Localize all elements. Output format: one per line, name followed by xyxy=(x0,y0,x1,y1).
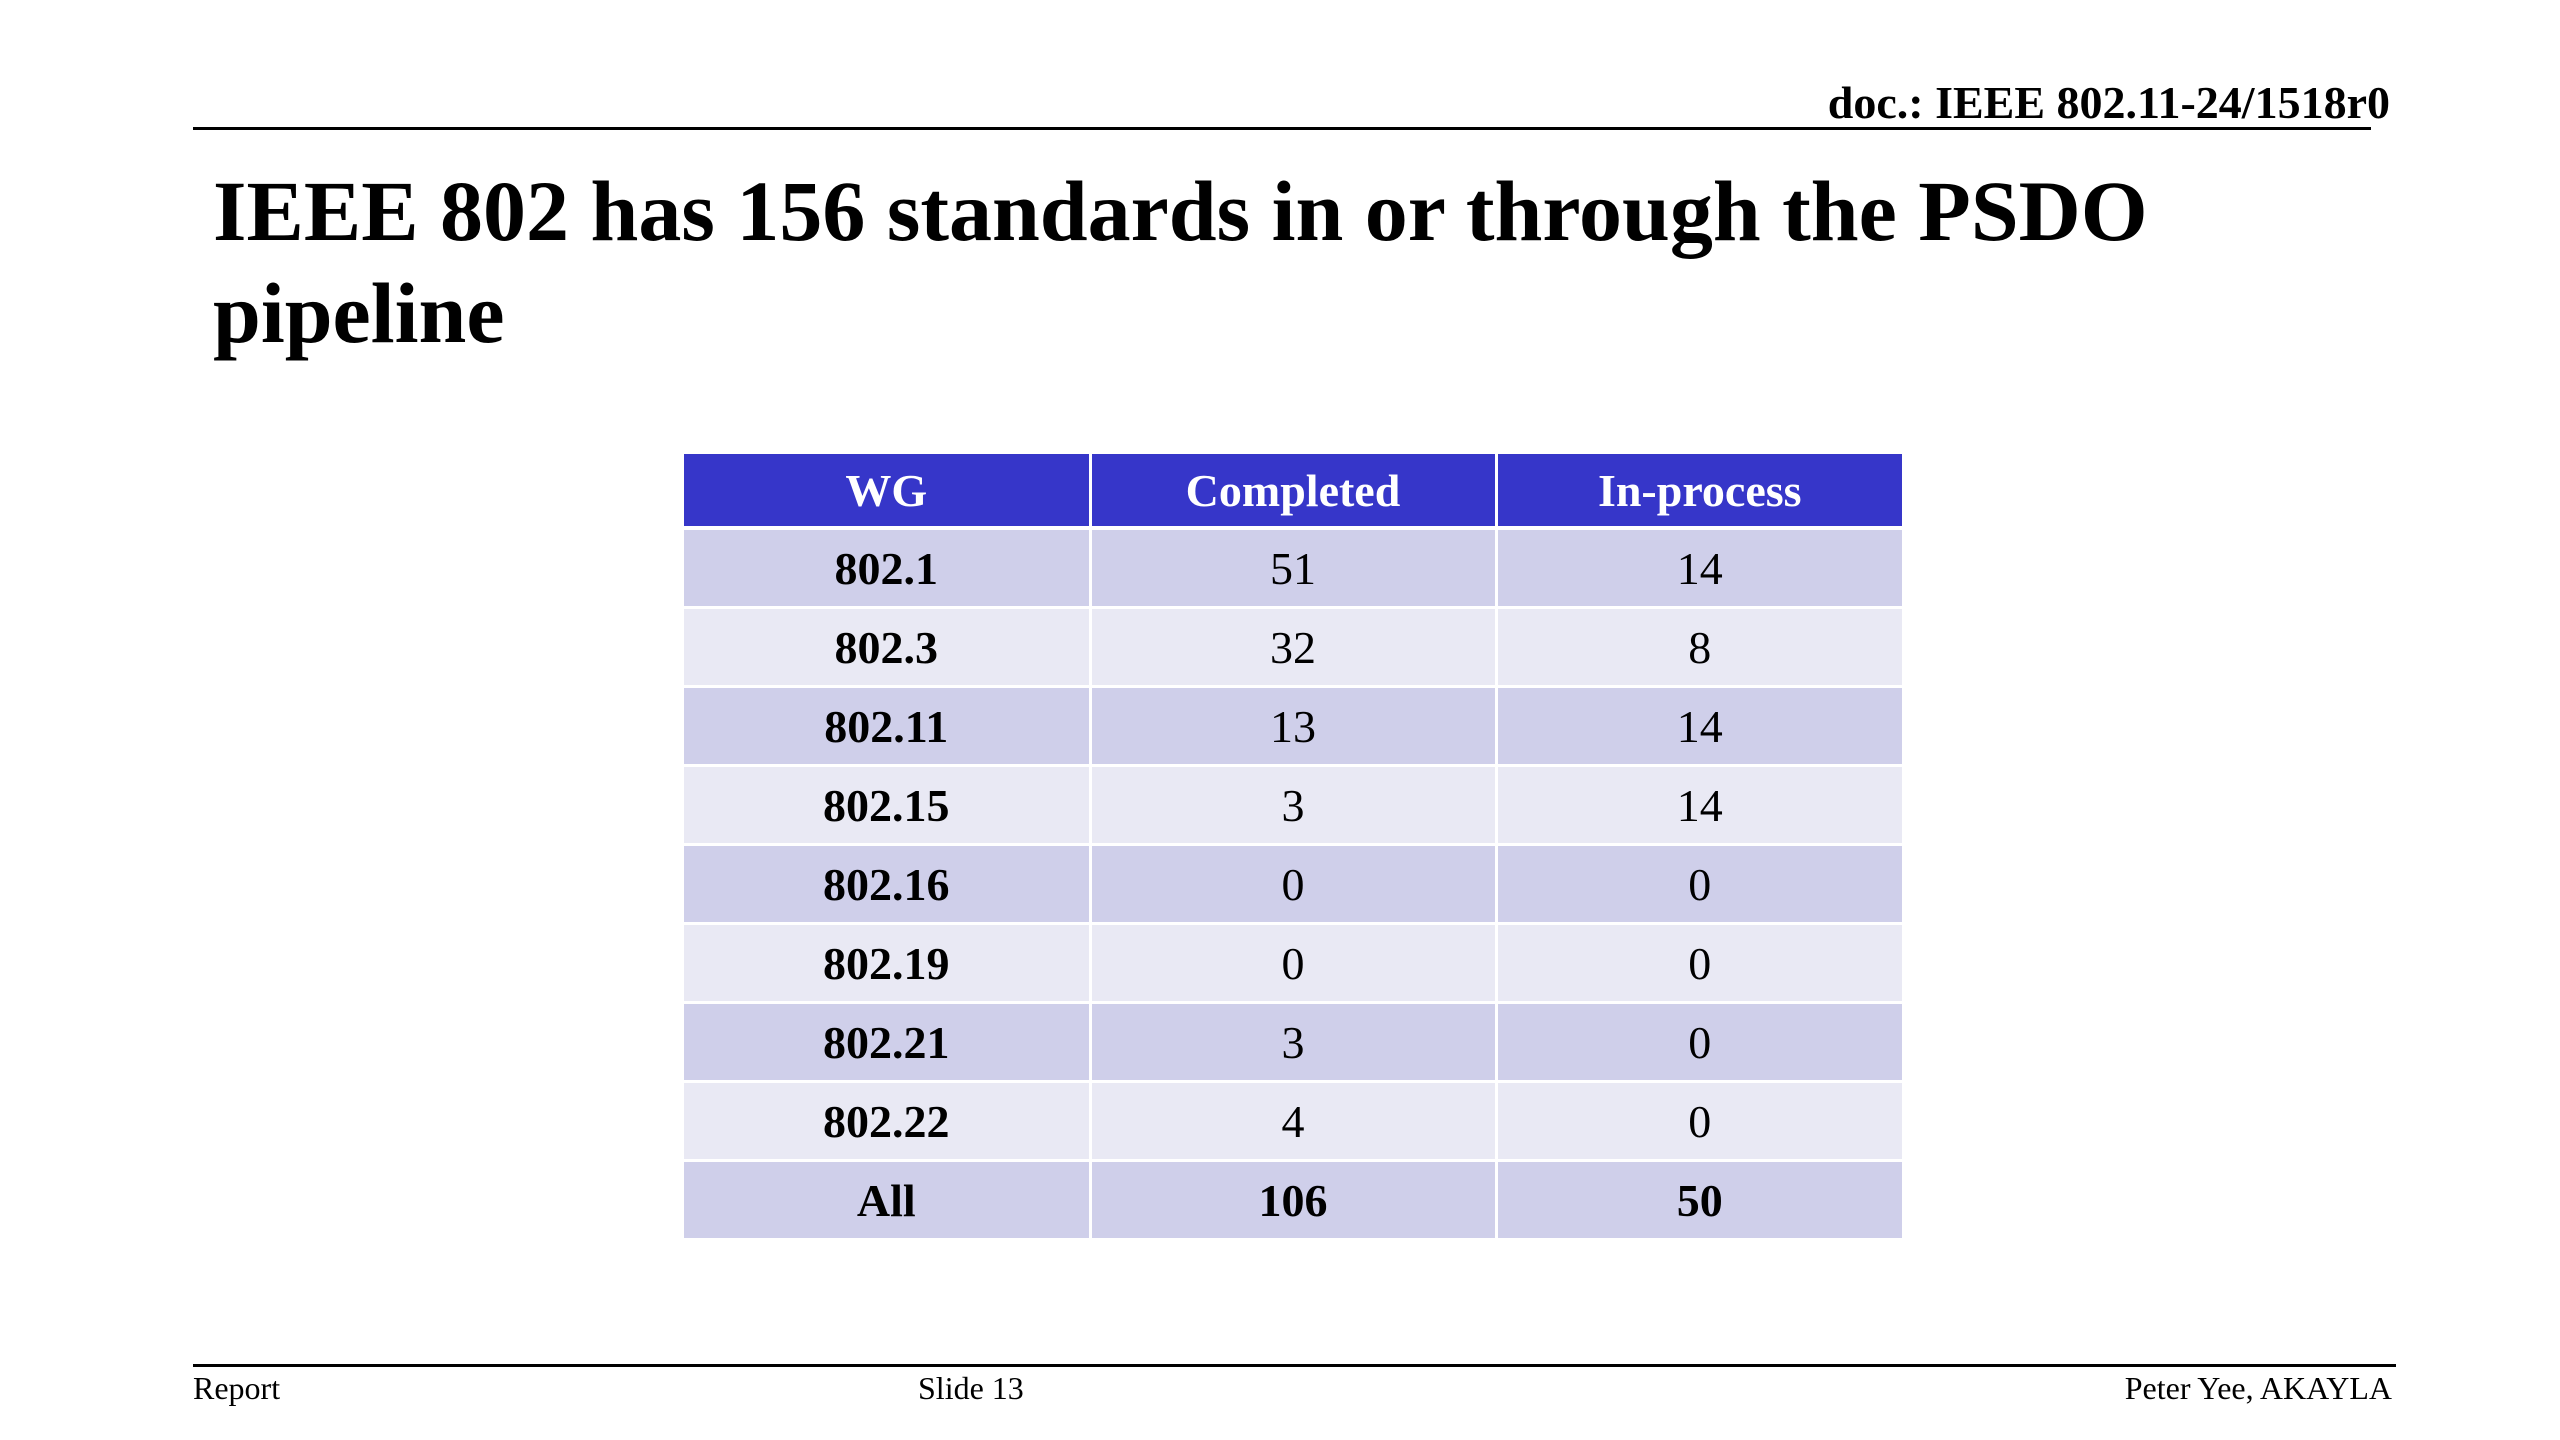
table-row: 802.3 32 8 xyxy=(684,607,1902,688)
wg-cell: 802.11 xyxy=(684,686,1092,767)
in-process-cell: 8 xyxy=(1496,607,1902,688)
completed-cell: 4 xyxy=(1090,1081,1498,1162)
table-header-row: WG Completed In-process xyxy=(684,454,1902,530)
in-process-cell: 0 xyxy=(1496,844,1902,925)
table-row: 802.16 0 0 xyxy=(684,844,1902,925)
standards-table: WG Completed In-process 802.1 51 14 802.… xyxy=(684,454,1902,1238)
standards-table-wrap: WG Completed In-process 802.1 51 14 802.… xyxy=(684,454,1902,1238)
completed-cell: 3 xyxy=(1090,765,1498,846)
completed-cell: 0 xyxy=(1090,923,1498,1004)
in-process-cell: 14 xyxy=(1496,686,1902,767)
completed-cell: 3 xyxy=(1090,1002,1498,1083)
slide-title-line-2: pipeline xyxy=(213,265,505,361)
wg-cell: 802.16 xyxy=(684,844,1092,925)
footer-left: Report xyxy=(193,1370,281,1406)
wg-cell: 802.19 xyxy=(684,923,1092,1004)
wg-cell: 802.1 xyxy=(684,528,1092,609)
table-total-row: All 106 50 xyxy=(684,1159,1902,1238)
table-row: 802.15 3 14 xyxy=(684,765,1902,846)
in-process-cell: 0 xyxy=(1496,923,1902,1004)
in-process-cell: 14 xyxy=(1496,528,1902,609)
wg-cell: 802.15 xyxy=(684,765,1092,846)
footer-author: Peter Yee, AKAYLA xyxy=(2124,1370,2392,1406)
top-rule xyxy=(193,127,2371,130)
in-process-cell: 0 xyxy=(1496,1002,1902,1083)
table-row: 802.11 13 14 xyxy=(684,686,1902,767)
completed-cell: 32 xyxy=(1090,607,1498,688)
slide-title-line-1: IEEE 802 has 156 standards in or through… xyxy=(213,163,2148,259)
total-in-process-cell: 50 xyxy=(1496,1159,1902,1238)
wg-cell: 802.22 xyxy=(684,1081,1092,1162)
header-in-process: In-process xyxy=(1496,454,1902,530)
total-completed-cell: 106 xyxy=(1090,1159,1498,1238)
table-row: 802.21 3 0 xyxy=(684,1002,1902,1083)
table-row: 802.19 0 0 xyxy=(684,923,1902,1004)
completed-cell: 13 xyxy=(1090,686,1498,767)
in-process-cell: 0 xyxy=(1496,1081,1902,1162)
wg-cell: 802.21 xyxy=(684,1002,1092,1083)
completed-cell: 0 xyxy=(1090,844,1498,925)
header-wg: WG xyxy=(684,454,1092,530)
completed-cell: 51 xyxy=(1090,528,1498,609)
total-label-cell: All xyxy=(684,1160,1092,1238)
header-completed: Completed xyxy=(1090,454,1498,530)
slide-title: IEEE 802 has 156 standards in or through… xyxy=(213,160,2413,364)
wg-cell: 802.3 xyxy=(684,607,1092,688)
table-row: 802.22 4 0 xyxy=(684,1081,1902,1162)
bottom-rule xyxy=(193,1364,2396,1367)
in-process-cell: 14 xyxy=(1496,765,1902,846)
doc-id: doc.: IEEE 802.11-24/1518r0 xyxy=(1827,77,2390,128)
slide-number: Slide 13 xyxy=(918,1370,1024,1406)
table-row: 802.1 51 14 xyxy=(684,528,1902,609)
